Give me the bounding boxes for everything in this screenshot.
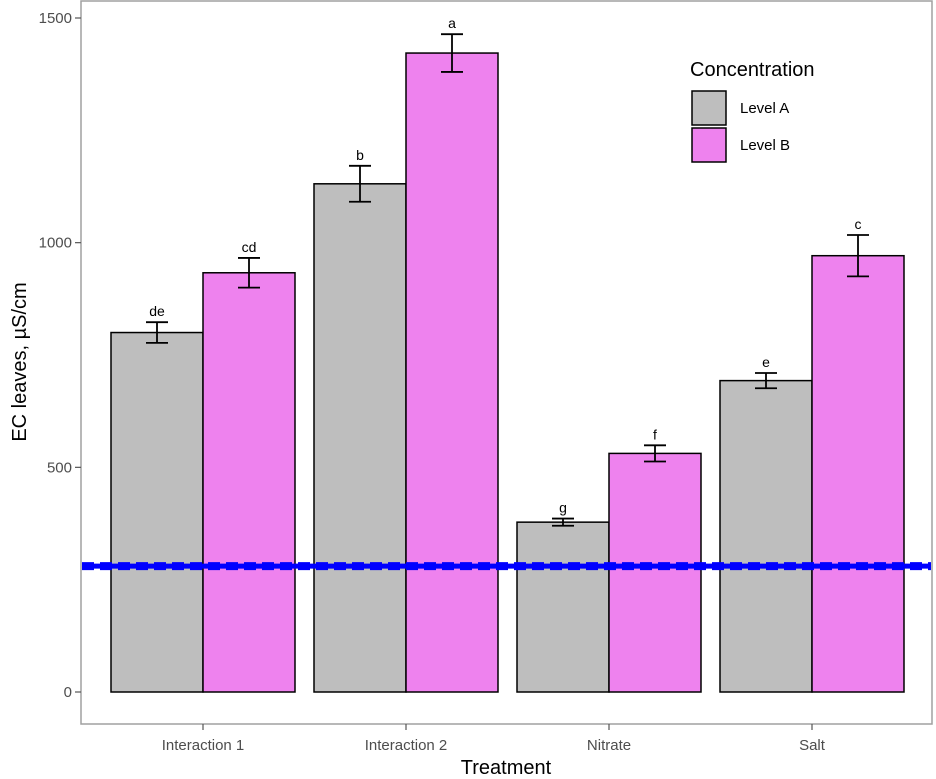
error-bars-layer bbox=[146, 33, 869, 527]
error-bar-salt-level-b bbox=[847, 234, 869, 278]
y-tick-label-500: 500 bbox=[47, 459, 72, 476]
bar-interaction-2-level-a bbox=[313, 183, 407, 693]
legend: Concentration Level A Level B bbox=[690, 59, 815, 163]
x-tick-label-salt: Salt bbox=[799, 737, 826, 754]
significance-label-salt-level-a: e bbox=[762, 354, 770, 370]
legend-label-level-a: Level A bbox=[740, 100, 789, 117]
legend-label-level-b: Level B bbox=[740, 137, 790, 154]
bar-interaction-1-level-b bbox=[202, 272, 296, 693]
y-axis-title: EC leaves, µS/cm bbox=[9, 282, 31, 441]
significance-label-nitrate-level-a: g bbox=[559, 500, 567, 516]
y-axis: 0 500 1000 1500 bbox=[39, 10, 81, 701]
error-bar-interaction-2-level-a bbox=[349, 164, 371, 203]
legend-swatch-level-a bbox=[691, 90, 727, 126]
bar-nitrate-level-b bbox=[608, 452, 702, 693]
x-tick-label-interaction-1: Interaction 1 bbox=[162, 737, 245, 754]
x-axis: Interaction 1 Interaction 2 Nitrate Salt bbox=[162, 724, 826, 754]
bar-nitrate-level-a bbox=[516, 521, 610, 693]
error-bar-interaction-1-level-a bbox=[146, 321, 168, 344]
error-bar-interaction-1-level-b bbox=[238, 257, 260, 289]
significance-label-interaction-1-level-b: cd bbox=[242, 239, 257, 255]
y-tick-label-1000: 1000 bbox=[39, 235, 72, 252]
significance-label-salt-level-b: c bbox=[855, 216, 862, 232]
error-bar-nitrate-level-b bbox=[644, 444, 666, 463]
x-tick-label-interaction-2: Interaction 2 bbox=[365, 737, 448, 754]
significance-label-interaction-1-level-a: de bbox=[149, 303, 165, 319]
legend-title: Concentration bbox=[690, 59, 815, 81]
bar-interaction-2-level-b bbox=[405, 52, 499, 693]
legend-swatch-level-b bbox=[691, 127, 727, 163]
error-bar-nitrate-level-a bbox=[552, 517, 574, 527]
significance-label-nitrate-level-b: f bbox=[653, 426, 657, 442]
significance-label-interaction-2-level-b: a bbox=[448, 15, 456, 31]
y-tick-label-1500: 1500 bbox=[39, 10, 72, 27]
bar-salt-level-a bbox=[719, 379, 813, 693]
bar-interaction-1-level-a bbox=[110, 331, 204, 693]
bars-layer bbox=[110, 52, 905, 693]
bar-salt-level-b bbox=[811, 254, 905, 693]
y-tick-label-0: 0 bbox=[64, 684, 72, 701]
error-bar-interaction-2-level-b bbox=[441, 33, 463, 73]
x-tick-label-nitrate: Nitrate bbox=[587, 737, 631, 754]
x-axis-title: Treatment bbox=[461, 757, 552, 779]
significance-labels-layer: de b g e cd a f c bbox=[149, 15, 861, 515]
error-bar-salt-level-a bbox=[755, 372, 777, 390]
significance-label-interaction-2-level-a: b bbox=[356, 147, 364, 163]
